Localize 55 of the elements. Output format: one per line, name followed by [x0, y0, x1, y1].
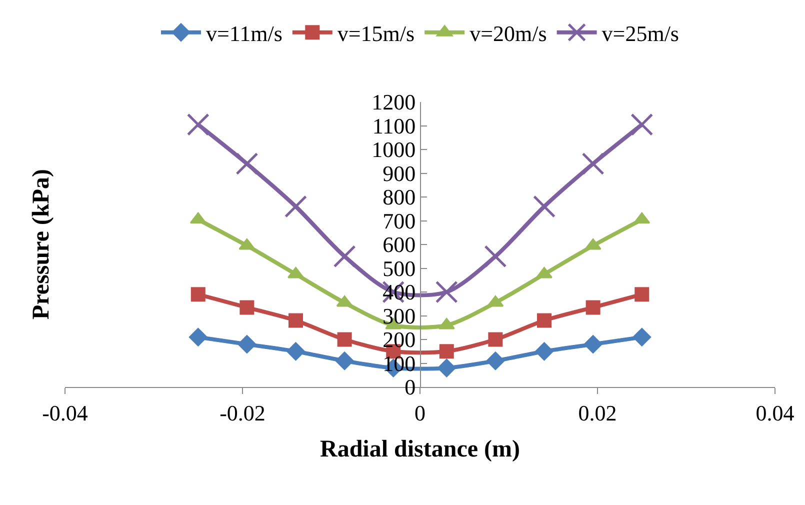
y-tick-label: 800: [382, 184, 416, 210]
y-tick-label: 1100: [372, 113, 416, 138]
point: [240, 300, 254, 315]
point: [537, 313, 552, 328]
legend-label: v=25m/s: [602, 20, 679, 46]
legend-label: v=15m/s: [337, 20, 415, 46]
point: [487, 295, 504, 307]
point: [188, 328, 208, 346]
x-tick-label: 0.04: [756, 400, 794, 426]
y-tick-label: 1200: [372, 90, 416, 115]
legend-label: v=20m/s: [470, 20, 547, 46]
point: [582, 152, 604, 175]
point: [186, 113, 210, 136]
point: [586, 300, 600, 315]
point: [286, 342, 305, 361]
point: [284, 195, 307, 218]
point: [190, 212, 206, 224]
point: [238, 335, 256, 354]
point: [190, 287, 206, 302]
legend-label: v=11m/s: [206, 20, 282, 46]
y-tick-label: 500: [382, 256, 416, 281]
point: [484, 245, 507, 268]
point: [533, 195, 556, 218]
point: [634, 212, 650, 224]
x-tick-label: -0.04: [42, 400, 88, 426]
point: [584, 238, 602, 250]
point: [336, 295, 353, 307]
y-tick-label: 700: [382, 208, 416, 234]
y-tick-label: 200: [382, 327, 416, 352]
y-tick-label: 300: [382, 303, 416, 328]
point: [634, 287, 650, 302]
point: [439, 344, 454, 359]
point: [630, 113, 654, 136]
point: [486, 352, 505, 370]
point: [238, 238, 256, 250]
point: [288, 313, 303, 328]
x-axis-title: Radial distance (m): [320, 436, 520, 463]
y-axis-title: Pressure (kPa): [28, 169, 54, 320]
point: [437, 358, 456, 378]
y-tick-label: 400: [382, 280, 416, 305]
point: [236, 152, 258, 175]
y-tick-label: 0: [404, 374, 416, 400]
point: [488, 332, 503, 347]
point: [584, 335, 602, 354]
point: [335, 352, 354, 370]
point: [337, 332, 352, 347]
y-tick-label: 900: [382, 160, 416, 186]
point: [333, 245, 356, 268]
y-tick-label: 1000: [372, 137, 416, 162]
point: [535, 342, 554, 361]
point: [632, 328, 652, 346]
point: [435, 280, 458, 304]
y-tick-label: 600: [382, 232, 416, 258]
x-tick-label: -0.02: [220, 400, 266, 426]
x-tick-label: 0.02: [578, 400, 617, 426]
